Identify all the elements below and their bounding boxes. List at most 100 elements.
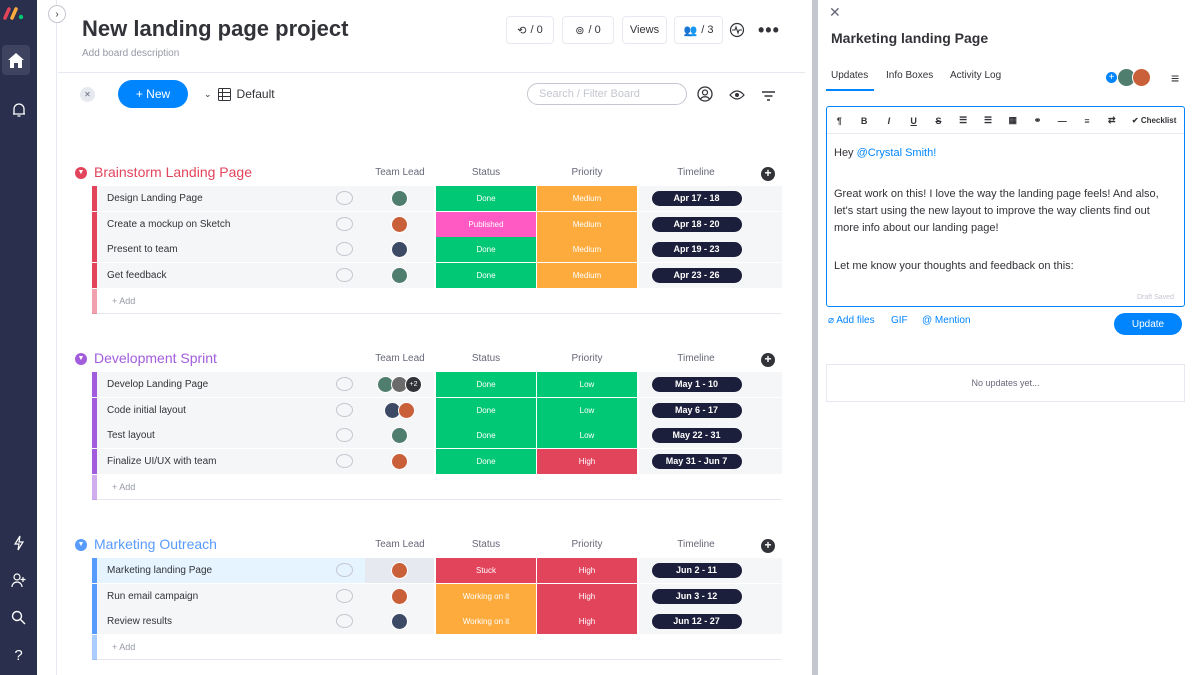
timeline-cell[interactable]: Apr 19 - 23 — [639, 237, 754, 263]
chat-bubble-icon[interactable] — [336, 402, 353, 417]
chat-bubble-icon[interactable] — [336, 614, 353, 629]
group-title[interactable]: Brainstorm Landing Page — [94, 164, 252, 180]
chat-bubble-icon[interactable] — [336, 242, 353, 257]
tab-updates[interactable]: Updates — [831, 70, 869, 81]
team-lead-cell[interactable] — [365, 263, 434, 289]
item-name[interactable]: Develop Landing Page — [97, 372, 365, 397]
column-header-lead[interactable]: Team Lead — [375, 353, 425, 364]
filter-icon[interactable] — [762, 88, 775, 106]
timeline-cell[interactable]: Apr 18 - 20 — [639, 211, 754, 237]
table-row[interactable]: Code initial layout Done Low May 6 - 17 — [92, 397, 782, 423]
chat-bubble-icon[interactable] — [336, 428, 353, 443]
chat-bubble-icon[interactable] — [336, 191, 353, 205]
team-lead-cell[interactable] — [365, 609, 434, 635]
status-cell[interactable]: Published — [436, 211, 536, 237]
table-row[interactable]: Test layout Done Low May 22 - 31 — [92, 423, 782, 449]
person-filter-icon[interactable] — [697, 86, 713, 107]
table-row[interactable]: Design Landing Page Done Medium Apr 17 - 18 — [92, 186, 782, 211]
add-column-icon[interactable]: + — [761, 539, 775, 553]
table-row[interactable]: Run email campaign Working on it High Jun 3… — [92, 583, 782, 609]
search-icon[interactable] — [0, 602, 37, 632]
timeline-cell[interactable]: May 31 - Jun 7 — [639, 449, 754, 475]
table-row[interactable]: Create a mockup on Sketch Published Medium… — [92, 211, 782, 237]
search-input[interactable]: Search / Filter Board — [527, 83, 687, 105]
team-lead-cell[interactable] — [365, 558, 434, 583]
chat-bubble-icon[interactable] — [336, 216, 353, 231]
column-header-status[interactable]: Status — [471, 353, 501, 364]
status-cell[interactable]: Working on it — [436, 609, 536, 635]
timeline-cell[interactable]: Jun 3 - 12 — [639, 583, 754, 609]
column-header-lead[interactable]: Team Lead — [375, 539, 425, 550]
team-lead-cell[interactable] — [365, 397, 434, 423]
chat-bubble-icon[interactable] — [336, 588, 353, 603]
status-cell[interactable]: Done — [436, 423, 536, 449]
bold-icon[interactable]: B — [860, 115, 868, 126]
activity-button[interactable] — [723, 16, 750, 44]
integrations-button[interactable]: ⊚/ 0 — [562, 16, 614, 44]
chat-bubble-icon[interactable] — [336, 377, 353, 391]
numbered-list-icon[interactable]: ☰ — [959, 115, 968, 125]
status-cell[interactable]: Done — [436, 449, 536, 475]
item-name[interactable]: Code initial layout — [97, 397, 365, 423]
add-item-row[interactable]: + Add — [92, 474, 782, 500]
team-lead-cell[interactable]: +2 — [365, 372, 434, 397]
column-header-priority[interactable]: Priority — [571, 353, 603, 364]
link-icon[interactable]: ⚭ — [1033, 115, 1042, 125]
status-cell[interactable]: Done — [436, 372, 536, 397]
add-column-icon[interactable]: + — [761, 167, 775, 181]
invite-user-icon[interactable] — [0, 565, 37, 595]
monday-logo[interactable] — [3, 5, 25, 21]
status-cell[interactable]: Done — [436, 397, 536, 423]
timeline-cell[interactable]: Apr 23 - 26 — [639, 263, 754, 289]
team-lead-cell[interactable] — [365, 583, 434, 609]
chat-bubble-icon[interactable] — [336, 268, 353, 283]
table-row[interactable]: Present to team Done Medium Apr 19 - 23 — [92, 237, 782, 263]
column-header-lead[interactable]: Team Lead — [375, 167, 425, 178]
table-row[interactable]: Get feedback Done Medium Apr 23 - 26 — [92, 263, 782, 289]
priority-cell[interactable]: High — [537, 583, 637, 609]
bullet-list-icon[interactable]: ☰ — [983, 115, 993, 125]
priority-cell[interactable]: High — [537, 449, 637, 475]
column-header-status[interactable]: Status — [471, 539, 501, 550]
paragraph-icon[interactable]: ¶ — [836, 115, 842, 126]
item-name[interactable]: Run email campaign — [97, 583, 365, 609]
update-button[interactable]: Update — [1114, 313, 1182, 335]
home-icon[interactable] — [2, 45, 30, 75]
status-cell[interactable]: Working on it — [436, 583, 536, 609]
table-row[interactable]: Marketing landing Page Stuck High Jun 2 - 1… — [92, 558, 782, 583]
priority-cell[interactable]: Low — [537, 397, 637, 423]
close-icon[interactable]: ✕ — [829, 4, 841, 20]
underline-icon[interactable]: U — [910, 115, 917, 126]
board-description[interactable]: Add board description — [82, 48, 180, 59]
add-item-row[interactable]: + Add — [92, 288, 782, 314]
priority-cell[interactable]: High — [537, 609, 637, 635]
mention-tag[interactable]: @Crystal Smith! — [856, 147, 937, 159]
tab-activity-log[interactable]: Activity Log — [950, 70, 1002, 81]
item-name[interactable]: Create a mockup on Sketch — [97, 211, 365, 237]
timeline-cell[interactable]: Apr 17 - 18 — [639, 186, 754, 211]
column-header-timeline[interactable]: Timeline — [677, 167, 715, 178]
column-header-priority[interactable]: Priority — [571, 167, 603, 178]
column-header-timeline[interactable]: Timeline — [677, 353, 715, 364]
tab-info-boxes[interactable]: Info Boxes — [886, 70, 934, 81]
item-name[interactable]: Design Landing Page — [97, 186, 365, 211]
automations-button[interactable]: ⟲/ 0 — [506, 16, 554, 44]
update-editor[interactable] — [826, 106, 1185, 307]
table-row[interactable]: Review results Working on it High Jun 12 - … — [92, 609, 782, 635]
group-collapse-icon[interactable]: ▼ — [75, 167, 87, 179]
extra-members-badge[interactable]: +2 — [405, 376, 422, 393]
status-cell[interactable]: Done — [436, 263, 536, 289]
subscribers-avatars[interactable] — [1117, 68, 1151, 87]
align-icon[interactable]: ≡ — [1084, 115, 1090, 126]
status-cell[interactable]: Done — [436, 186, 536, 211]
view-dropdown[interactable]: ⌄ Default — [204, 87, 275, 101]
item-name[interactable]: Present to team — [97, 237, 365, 263]
column-header-timeline[interactable]: Timeline — [677, 539, 715, 550]
timeline-cell[interactable]: Jun 2 - 11 — [639, 558, 754, 583]
chat-bubble-icon[interactable] — [336, 454, 353, 469]
members-button[interactable]: 👥/ 3 — [674, 16, 723, 44]
priority-cell[interactable]: Medium — [537, 263, 637, 289]
add-files-button[interactable]: ⌀ Add files — [828, 315, 875, 326]
views-button[interactable]: Views — [622, 16, 667, 44]
gif-button[interactable]: GIF — [891, 315, 908, 326]
